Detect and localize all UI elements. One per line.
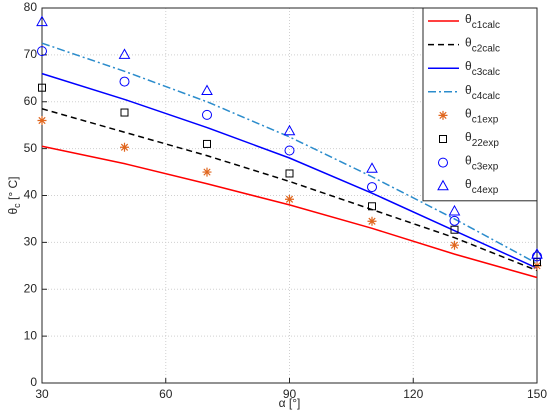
y-tick-label: 10 (24, 328, 38, 342)
label-part: θ (465, 59, 472, 73)
marker (439, 135, 447, 143)
y-tick-label: 60 (24, 94, 38, 108)
y-tick-label: 30 (24, 235, 38, 249)
series-line (41, 108, 538, 272)
legend-label: θc1calc (465, 12, 500, 30)
marker (120, 142, 129, 152)
label-part: θ (465, 12, 472, 26)
y-tick-label: 50 (24, 141, 38, 155)
legend-label: θc4calc (465, 83, 500, 101)
marker (367, 182, 377, 193)
series-line (41, 72, 538, 269)
label-part: θ (6, 208, 20, 215)
y-tick-label: 70 (24, 47, 38, 61)
y-tick-label: 40 (24, 188, 38, 202)
label-part: [° C] (6, 177, 20, 204)
label-part: θ (465, 107, 472, 121)
marker (283, 124, 296, 136)
y-tick-label: 80 (24, 0, 38, 14)
y-tick-label: 0 (30, 375, 37, 389)
y-axis-label: θc [° C] (6, 177, 22, 215)
marker (531, 248, 543, 259)
marker (38, 83, 46, 92)
label-sub: c4exp (472, 185, 499, 196)
marker (437, 179, 449, 191)
x-tick-label: 120 (403, 387, 423, 401)
marker (37, 116, 47, 125)
marker (202, 167, 212, 177)
series-line (41, 42, 538, 265)
legend-box (422, 7, 538, 202)
marker (449, 215, 460, 226)
label-sub: c1exp (472, 114, 499, 125)
marker (450, 225, 459, 234)
x-tick-label: 90 (283, 387, 297, 401)
label-sub: c3calc (472, 67, 500, 78)
marker (366, 162, 378, 173)
legend-label: θc3calc (465, 59, 500, 77)
label-part: θ (465, 154, 472, 168)
y-tick-label: 20 (24, 281, 38, 295)
marker (36, 15, 48, 27)
marker (201, 84, 213, 95)
legend-label: θc4exp (465, 177, 499, 195)
marker (438, 110, 448, 120)
label-sub: 22exp (472, 138, 500, 149)
marker (37, 46, 47, 57)
marker (285, 194, 294, 204)
label-sub: c2calc (472, 43, 500, 54)
label-sub: c1calc (472, 20, 500, 31)
marker (367, 216, 377, 226)
marker (284, 145, 295, 156)
series-line (41, 145, 538, 279)
label-sub: c3exp (472, 161, 499, 172)
x-tick-label: 60 (159, 387, 173, 401)
label-sub: c (12, 203, 22, 208)
label-part: θ (465, 130, 472, 144)
x-tick-label: 30 (35, 387, 49, 401)
marker (438, 157, 448, 168)
marker (448, 204, 461, 216)
marker (118, 48, 131, 59)
marker (202, 109, 212, 120)
label-sub: c4calc (472, 90, 500, 101)
legend-label: θc1exp (465, 107, 499, 125)
label-part: θ (465, 36, 472, 50)
x-tick-label: 150 (527, 387, 547, 401)
legend-label: θ22exp (465, 130, 499, 148)
legend-label: θc2calc (465, 36, 500, 54)
label-part: θ (465, 83, 472, 97)
marker (368, 202, 376, 211)
marker (450, 240, 459, 250)
marker (120, 108, 129, 117)
marker (203, 139, 211, 148)
marker (285, 169, 294, 178)
marker (119, 76, 130, 87)
legend-label: θc3exp (465, 154, 499, 172)
x-axis-label: α [°] (279, 396, 301, 410)
label-part: θ (465, 177, 472, 191)
